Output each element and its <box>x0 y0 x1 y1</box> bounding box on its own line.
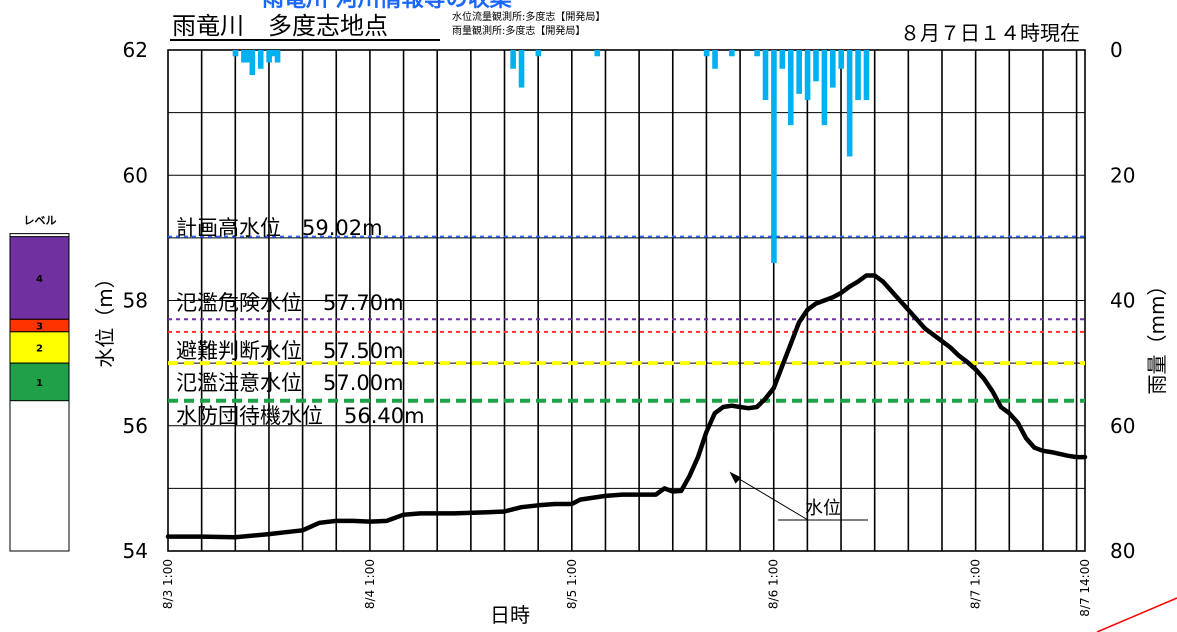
rainfall-bar <box>729 50 735 57</box>
x-tick-label: 8/5 1:00 <box>565 559 579 609</box>
rainfall-bar <box>241 50 247 63</box>
rainfall-bar <box>821 50 828 126</box>
x-axis-label: 日時 <box>490 603 530 627</box>
y-tick-label: 58 <box>123 289 148 313</box>
level-band-label: 2 <box>36 343 43 354</box>
rainfall-bar <box>510 50 516 69</box>
level-band <box>9 236 70 320</box>
rainfall-bar <box>232 50 239 57</box>
y-tick-label: 56 <box>123 414 148 438</box>
rainfall-bar <box>838 50 845 69</box>
level-band <box>9 362 70 402</box>
threshold-label: 氾濫危険水位 57.70m <box>176 291 404 315</box>
rainfall-bar <box>830 50 836 88</box>
obs-rain-label: 雨量観測所:多度志【開発局】 <box>452 24 585 37</box>
x-tick-label: 8/3 1:00 <box>161 559 175 609</box>
y2-tick-label: 80 <box>1110 539 1135 563</box>
rainfall-bar <box>245 50 251 63</box>
rainfall-bar <box>771 50 777 263</box>
annotation-leader <box>733 475 809 521</box>
rainfall-bar <box>270 50 277 57</box>
rainfall-bar <box>274 50 281 63</box>
annotation-arrowhead <box>729 471 742 484</box>
plot-area: 計画高水位 59.02m 氾濫危険水位 57.70m 避難判断水位 57.50m 氾濫… <box>123 38 1136 617</box>
level-band <box>9 331 70 364</box>
x-tick-label: 8/7 14:00 <box>1078 559 1092 617</box>
threshold-label: 避難判断水位 57.50m <box>176 339 404 363</box>
y2-tick-label: 60 <box>1110 414 1135 438</box>
annotation-label: 水位 <box>805 498 841 519</box>
y-tick-label: 54 <box>123 539 148 563</box>
x-tick-label: 8/4 1:00 <box>363 559 377 609</box>
rainfall-bar <box>779 50 786 69</box>
x-tick-label: 8/7 1:00 <box>969 559 983 609</box>
rainfall-bar <box>846 50 853 157</box>
y2-axis-label: 雨量（mm） <box>1145 276 1169 395</box>
rainfall-bar <box>249 50 256 76</box>
rainfall-bar <box>703 50 710 57</box>
rainfall-bar <box>787 50 794 126</box>
rainfall-bar <box>594 50 601 57</box>
level-panel-title: レベル <box>24 214 57 227</box>
rainfall-bar <box>813 50 819 82</box>
rainfall-bar <box>712 50 718 69</box>
decorative-red-line <box>1096 597 1177 632</box>
rainfall-bar <box>762 50 769 101</box>
threshold-label: 氾濫注意水位 57.00m <box>176 371 404 395</box>
x-tick-label: 8/6 1:00 <box>767 559 781 609</box>
y2-tick-label: 0 <box>1110 38 1123 62</box>
y-tick-label: 62 <box>123 38 148 62</box>
threshold-label: 水防団待機水位 56.40m <box>176 404 425 428</box>
as-of-label: ８月７日１４時現在 <box>900 21 1080 45</box>
rainfall-bar <box>257 50 264 69</box>
y-tick-label: 60 <box>123 163 148 187</box>
obs-water-label: 水位流量観測所:多度志【開発局】 <box>452 10 605 23</box>
rainfall-bar <box>754 50 760 57</box>
top-title: 雨竜川 河川情報等の収集 <box>262 0 513 12</box>
y2-tick-label: 20 <box>1110 163 1135 187</box>
rainfall-bar <box>518 50 525 88</box>
rainfall-bar <box>266 50 272 63</box>
rainfall-bar <box>855 50 861 101</box>
level-panel: 4 3 2 1 <box>9 233 70 552</box>
level-band-label: 3 <box>36 322 43 333</box>
level-band-label: 4 <box>36 274 43 285</box>
station-title: 雨竜川 多度志地点 <box>172 12 388 40</box>
y2-tick-label: 40 <box>1110 289 1135 313</box>
threshold-label: 計画高水位 59.02m <box>176 216 383 240</box>
rainfall-bar <box>804 50 811 101</box>
y-axis-label: 水位（m） <box>93 268 117 367</box>
rainfall-bar <box>863 50 870 101</box>
rainfall-bar <box>796 50 802 94</box>
plot-frame <box>167 49 1086 552</box>
rainfall-bar <box>535 50 542 57</box>
water-level-line <box>165 273 1088 540</box>
level-band-label: 1 <box>36 378 43 389</box>
